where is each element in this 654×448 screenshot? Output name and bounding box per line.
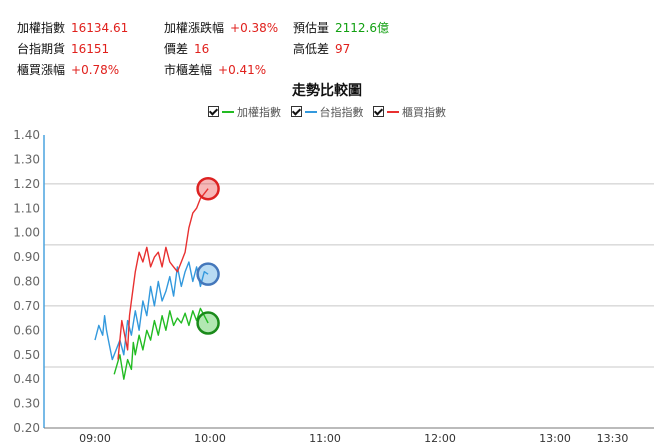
stat-label: 櫃買漲幅 <box>17 63 66 77</box>
legend-item-taiex[interactable]: 加權指數 <box>208 104 281 120</box>
x-tick-label: 13:00 <box>539 432 571 445</box>
y-tick-label: 1.10 <box>13 201 40 215</box>
x-tick-label: 13:30 <box>597 432 629 445</box>
y-tick-label: 0.50 <box>13 348 40 362</box>
y-tick-label: 1.20 <box>13 177 40 191</box>
stat-value: 97 <box>335 42 351 56</box>
x-tick-label: 12:00 <box>424 432 456 445</box>
y-tick-label: 0.80 <box>13 275 40 289</box>
x-tick-label: 09:00 <box>79 432 111 445</box>
stat-futures: 台指期貨 16151 <box>17 40 109 57</box>
stat-spread: 價差 16 <box>164 40 209 57</box>
stat-value: +0.41% <box>218 63 267 77</box>
series-line-1 <box>94 261 209 361</box>
legend-swatch <box>304 111 317 113</box>
y-tick-label: 1.00 <box>13 226 40 240</box>
legend-item-otc-index[interactable]: 櫃買指數 <box>373 104 446 120</box>
y-tick-label: 0.40 <box>13 372 40 386</box>
series-end-marker-2 <box>196 176 220 201</box>
chart-legend: 加權指數 台指指數 櫃買指數 <box>0 104 654 120</box>
stat-value: 2112.6億 <box>335 21 390 35</box>
x-tick-label: 11:00 <box>309 432 341 445</box>
stat-label: 加權漲跌幅 <box>164 21 225 35</box>
stat-taiex: 加權指數 16134.61 <box>17 19 128 36</box>
legend-label: 加權指數 <box>237 106 281 119</box>
legend-item-futures-index[interactable]: 台指指數 <box>290 104 364 120</box>
stat-otc-change: 櫃買漲幅 +0.78% <box>17 61 119 78</box>
series-line-0 <box>113 307 209 380</box>
y-tick-label: 0.20 <box>13 421 40 435</box>
checkbox-icon[interactable] <box>290 106 302 117</box>
stat-taiex-change: 加權漲跌幅 +0.38% <box>164 19 278 36</box>
stat-value: +0.38% <box>230 21 279 35</box>
stat-value: 16134.61 <box>71 21 129 35</box>
legend-swatch <box>222 111 234 113</box>
legend-label: 台指指數 <box>319 106 364 119</box>
legend-swatch <box>387 111 399 113</box>
y-tick-label: 0.70 <box>13 299 40 313</box>
stat-value: +0.78% <box>71 63 120 77</box>
y-tick-label: 1.30 <box>13 152 40 166</box>
stat-otc-spread: 市櫃差幅 +0.41% <box>164 61 266 78</box>
checkbox-icon[interactable] <box>208 106 219 117</box>
checkbox-icon[interactable] <box>373 106 384 117</box>
chart-title: 走勢比較圖 <box>292 83 362 99</box>
stat-label: 市櫃差幅 <box>164 63 213 77</box>
series-end-marker-1 <box>196 262 220 286</box>
stat-value: 16151 <box>71 42 110 56</box>
stat-label: 台指期貨 <box>17 42 66 56</box>
y-tick-label: 0.60 <box>13 323 40 337</box>
stat-high-low-diff: 高低差 97 <box>293 40 350 57</box>
y-tick-label: 0.30 <box>13 397 40 411</box>
stat-label: 高低差 <box>293 42 330 56</box>
y-tick-label: 0.90 <box>13 250 40 264</box>
legend-label: 櫃買指數 <box>402 106 446 119</box>
stat-label: 價差 <box>164 42 189 56</box>
stat-label: 加權指數 <box>17 21 66 35</box>
stat-label: 預估量 <box>293 21 330 35</box>
series-line-2 <box>117 188 209 360</box>
stat-estimated-volume: 預估量 2112.6億 <box>293 19 389 36</box>
x-tick-label: 10:00 <box>194 432 226 445</box>
series-end-marker-0 <box>196 311 220 335</box>
summary-stats-panel: 加權指數 16134.61 加權漲跌幅 +0.38% 預估量 2112.6億 台指期貨… <box>0 0 654 80</box>
stat-value: 16 <box>194 42 210 56</box>
y-tick-label: 1.40 <box>13 128 40 142</box>
